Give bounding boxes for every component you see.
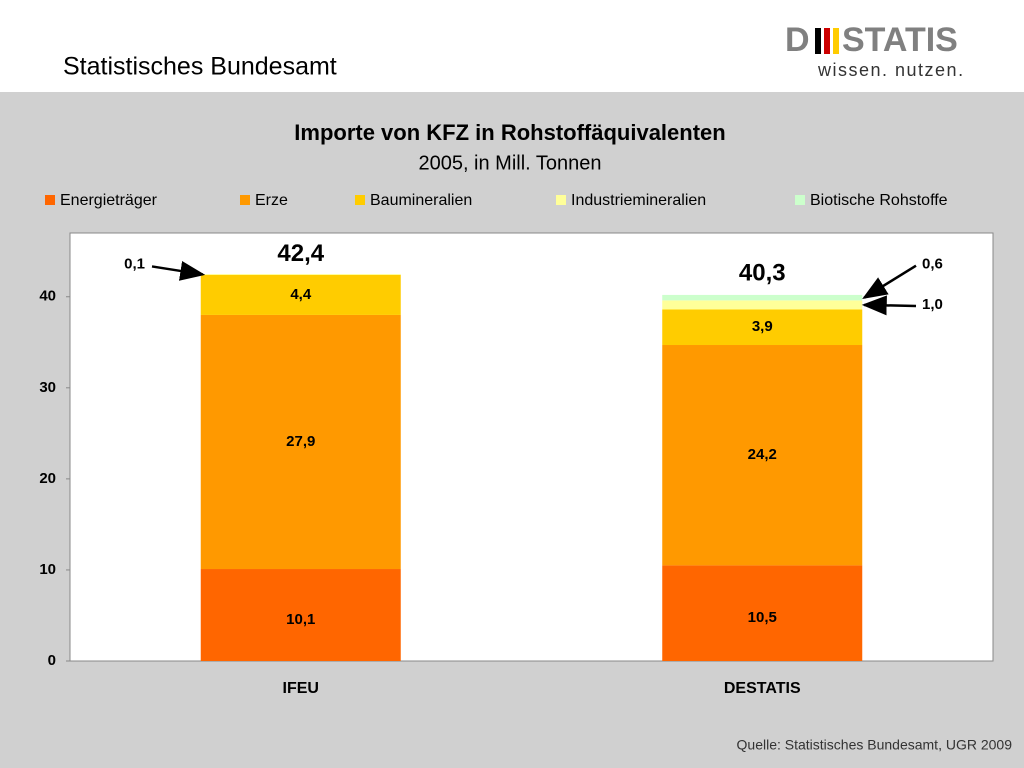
legend-label: Erze (255, 192, 288, 209)
label-arrow (861, 295, 917, 316)
data-label: 24,2 (748, 446, 777, 463)
data-label: 1,0 (922, 296, 943, 313)
data-label: 3,9 (752, 318, 773, 335)
bar-segment (200, 274, 401, 315)
bar-segment (200, 569, 401, 661)
x-tick-label: DESTATIS (724, 680, 801, 697)
total-label: 40,3 (739, 259, 786, 286)
legend-label: Energieträger (60, 192, 158, 209)
y-tick-label: 0 (48, 652, 56, 669)
legend-swatch (795, 195, 805, 205)
y-tick-label: 20 (39, 470, 56, 487)
legend-swatch (45, 195, 55, 205)
total-label: 42,4 (277, 240, 324, 267)
label-arrow (862, 264, 917, 299)
data-label: 27,9 (286, 433, 315, 450)
bar-segment (662, 309, 863, 346)
data-label: 0,1 (124, 255, 145, 272)
legend-label: Industriemineralien (571, 192, 706, 209)
data-label: 10,5 (748, 609, 777, 626)
chart-subtitle: 2005, in Mill. Tonnen (418, 152, 601, 174)
y-tick-label: 30 (39, 379, 56, 396)
data-label: 4,4 (290, 286, 312, 303)
bar-segment (662, 345, 863, 566)
legend-label: Baumineralien (370, 192, 472, 209)
header-title: Statistisches Bundesamt (63, 53, 337, 81)
bar-segment (662, 300, 863, 310)
chart-title: Importe von KFZ in Rohstoffäquivalenten (294, 120, 725, 145)
bar-segment (662, 565, 863, 661)
bar-segment (200, 314, 401, 570)
legend-label: Biotische Rohstoffe (810, 192, 948, 209)
logo-tagline: wissen. nutzen. (817, 60, 965, 80)
source: Quelle: Statistisches Bundesamt, UGR 200… (737, 737, 1013, 753)
legend-swatch (556, 195, 566, 205)
logo-right: STATIS (842, 21, 958, 59)
legend-swatch (240, 195, 250, 205)
header-bg (0, 0, 1024, 92)
bar-segment (200, 273, 401, 275)
logo-left: D (785, 21, 810, 59)
bar-segment (662, 294, 863, 301)
legend-swatch (355, 195, 365, 205)
x-tick-label: IFEU (283, 680, 319, 697)
data-label: 10,1 (286, 611, 315, 628)
y-tick-label: 10 (39, 561, 56, 578)
label-arrow (151, 261, 206, 281)
data-label: 0,6 (922, 256, 943, 273)
logo-icon (815, 28, 839, 54)
y-tick-label: 40 (39, 288, 56, 305)
